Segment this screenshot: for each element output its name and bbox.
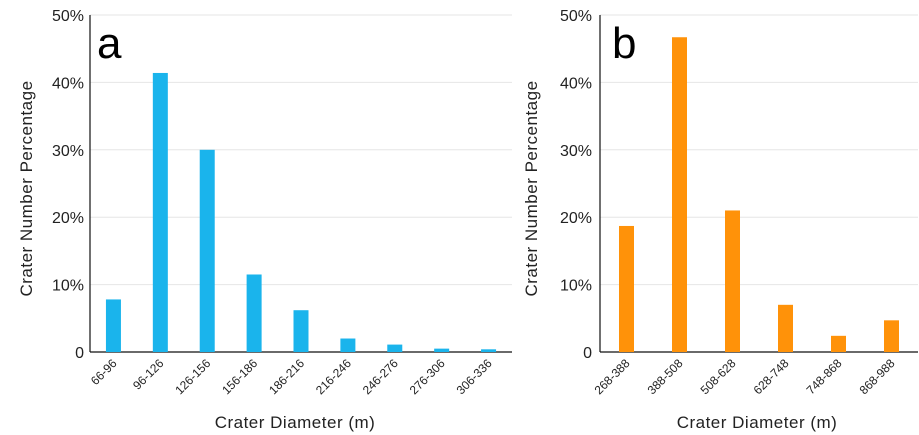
bar-388-508 — [672, 37, 687, 352]
y-tick-label: 50% — [52, 8, 84, 25]
bar-748-868 — [831, 335, 846, 352]
y-tick-label: 0 — [75, 345, 84, 362]
y-tick-label: 0 — [583, 345, 592, 362]
bar-268-388 — [619, 225, 634, 352]
bar-508-628 — [725, 210, 740, 352]
y-tick-label: 40% — [560, 75, 592, 92]
x-tick-label: 628-748 — [751, 356, 792, 397]
x-tick-label: 216-246 — [313, 356, 354, 397]
x-tick-label: 66-96 — [88, 356, 120, 388]
x-tick-label: 748-868 — [804, 356, 845, 397]
x-axis-title: Crater Diameter (m) — [215, 413, 376, 432]
x-tick-label: 126-156 — [172, 356, 213, 397]
x-tick-label: 388-508 — [645, 356, 686, 397]
x-tick-label: 186-216 — [266, 356, 307, 397]
bar-66-96 — [105, 299, 121, 352]
chart-panel-b: 0 10% 20% 30% 40% 50% 268-388 388-508 508-628 628… — [522, 8, 918, 432]
chart-panel-a: 0 10% 20% 30% 40% 50% 66-96 96-126 126-156 156-18… — [17, 8, 512, 432]
x-tick-label: 96-126 — [130, 356, 167, 393]
bar-306-336 — [481, 349, 497, 352]
y-tick-label: 30% — [52, 143, 84, 160]
bar-868-988 — [884, 320, 899, 352]
y-tick-label: 50% — [560, 8, 592, 25]
y-tick-label: 30% — [560, 143, 592, 160]
x-tick-label: 156-186 — [219, 356, 260, 397]
panel-label: a — [97, 19, 122, 68]
x-tick-label: 306-336 — [454, 356, 495, 397]
bar-628-748 — [778, 304, 793, 352]
y-tick-label: 10% — [560, 278, 592, 295]
y-tick-label: 40% — [52, 75, 84, 92]
y-axis-title: Crater Number Percentage — [17, 80, 36, 296]
bar-126-156 — [199, 149, 215, 352]
y-tick-label: 10% — [52, 278, 84, 295]
bar-156-186 — [246, 274, 262, 352]
x-tick-label: 246-276 — [360, 356, 401, 397]
y-tick-label: 20% — [52, 210, 84, 227]
panel-label: b — [612, 19, 636, 68]
bar-186-216 — [293, 310, 309, 352]
y-axis-title: Crater Number Percentage — [522, 80, 541, 296]
y-tick-label: 20% — [560, 210, 592, 227]
bar-216-246 — [340, 338, 356, 352]
bar-246-276 — [387, 344, 403, 352]
bar-276-306 — [434, 348, 450, 352]
bar-96-126 — [152, 72, 168, 353]
x-tick-label: 268-388 — [592, 356, 633, 397]
x-axis-title: Crater Diameter (m) — [677, 413, 838, 432]
x-tick-label: 868-988 — [857, 356, 898, 397]
x-tick-label: 508-628 — [698, 356, 739, 397]
x-tick-label: 276-306 — [407, 356, 448, 397]
